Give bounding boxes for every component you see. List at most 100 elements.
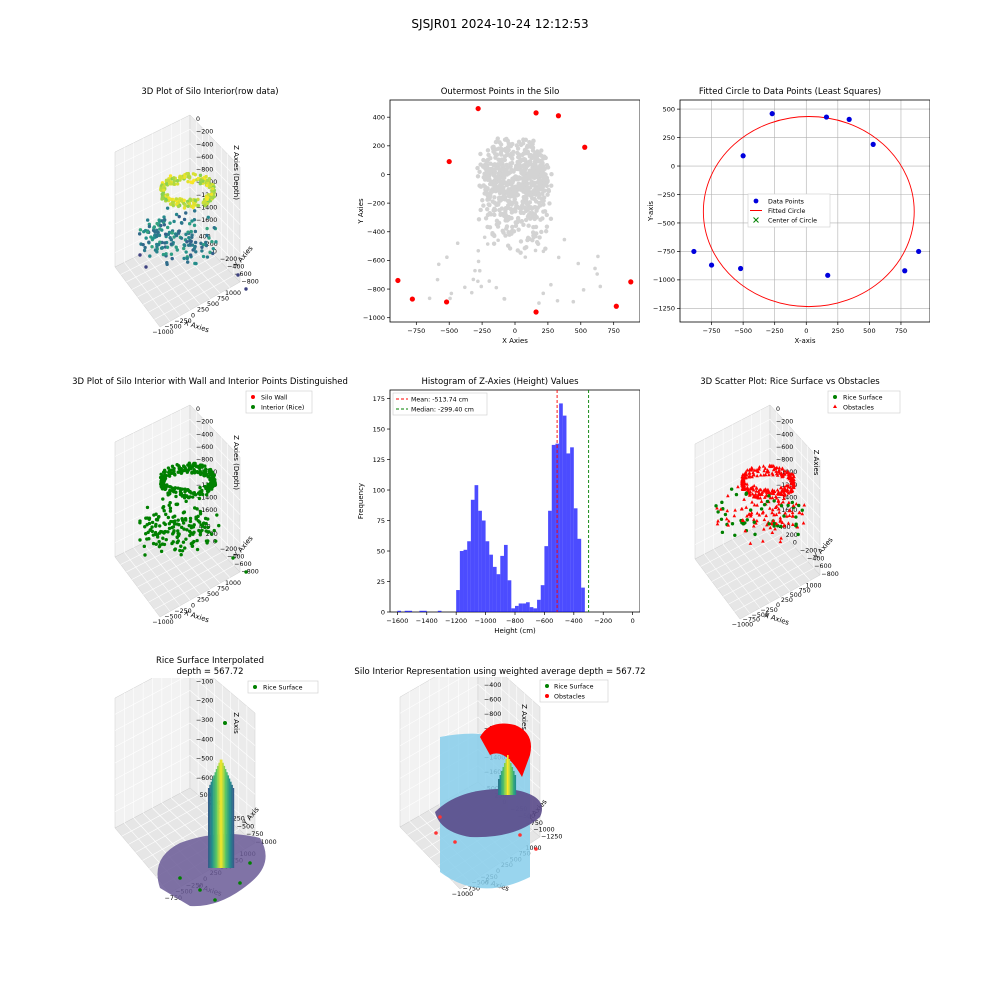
obstacle-point (750, 467, 755, 471)
chart-3d-wall-interior: −1000−500−25002505007501000−800−600−400−… (114, 390, 313, 626)
gray-point (537, 235, 542, 240)
x-tick-label: −500 (440, 327, 458, 335)
obstacle-point (777, 510, 782, 514)
obstacle-point (766, 490, 771, 495)
z-tick-label: 0 (196, 116, 200, 123)
y-tick-label: −600 (234, 561, 251, 568)
data-point (179, 525, 184, 530)
data-point (151, 236, 155, 240)
histogram-bar (529, 607, 534, 612)
z-tick-label: −1600 (196, 507, 217, 514)
gray-point (494, 285, 499, 290)
gray-point (549, 282, 553, 287)
data-point (151, 228, 156, 233)
obstacle-point (787, 473, 791, 477)
data-point (212, 225, 216, 230)
data-point (182, 217, 187, 222)
gray-point (522, 196, 527, 202)
data-point (195, 538, 199, 543)
rice-surface (435, 788, 542, 838)
data-point (738, 265, 744, 272)
data-point (160, 197, 164, 201)
gray-point (547, 201, 552, 206)
surface-strip (230, 781, 232, 868)
obstacle-point (757, 491, 761, 495)
obstacle-point (762, 495, 767, 499)
data-point (213, 478, 217, 482)
gray-point (492, 212, 497, 217)
grid-line (189, 706, 256, 762)
x-tick-label: −1000 (152, 329, 173, 336)
surface-strip (513, 771, 515, 795)
obstacle-point (782, 488, 787, 492)
gray-point (581, 288, 586, 292)
gray-point (499, 189, 505, 195)
grid-line (114, 419, 191, 457)
chart-title: Fitted Circle to Data Points (Least Squa… (698, 87, 882, 97)
data-point (203, 464, 207, 468)
gray-point (475, 174, 481, 179)
obstacle-point (724, 516, 729, 521)
obstacle-point (775, 473, 780, 477)
x-axis-label: Height (cm) (494, 627, 536, 635)
obstacle-point (752, 483, 756, 488)
x-axis-label: X Axies (183, 609, 210, 625)
surface-strip (510, 763, 512, 795)
gray-point (530, 145, 536, 150)
scatter-points (714, 463, 807, 545)
rice-point (748, 508, 753, 512)
x-tick-label: −500 (164, 324, 181, 331)
obstacle-point (765, 522, 769, 527)
data-point (204, 529, 208, 533)
rice-point (178, 876, 182, 880)
gray-point (463, 285, 467, 290)
data-point (173, 486, 178, 490)
data-point (231, 556, 235, 560)
grid-line (399, 716, 479, 763)
data-point (188, 253, 193, 257)
gray-point (548, 216, 554, 222)
gray-point (539, 199, 545, 204)
z-tick-label: −400 (776, 431, 793, 438)
data-point (846, 116, 852, 122)
gray-point (448, 296, 452, 301)
gray-point (593, 266, 597, 271)
data-point (206, 490, 210, 494)
gray-point (531, 166, 536, 171)
y-tick-label: −600 (814, 563, 831, 570)
data-point (207, 236, 211, 240)
rice-point (794, 515, 798, 519)
grid-line (477, 684, 541, 740)
data-point (162, 223, 167, 227)
gray-point (499, 179, 504, 184)
data-point (186, 179, 190, 184)
data-point (195, 507, 199, 511)
gray-point (485, 157, 491, 162)
y-tick-label: 0 (793, 540, 797, 547)
data-point (181, 521, 186, 525)
obstacle-point (776, 490, 781, 494)
obstacle-point (438, 815, 442, 819)
y-tick-label: 50 (377, 547, 385, 555)
x-tick-label: 1000 (526, 845, 542, 852)
obstacle-point (778, 539, 783, 544)
obstacle-point (733, 508, 737, 512)
data-point (197, 496, 202, 501)
data-point (166, 515, 171, 520)
chart-fitted-circle: −750 −500 −250 0 250 500 750 −1250 −1000 −750 −500… (647, 99, 930, 345)
gray-point (506, 141, 512, 146)
outer-point (628, 279, 634, 285)
data-point (160, 542, 165, 546)
data-point (150, 520, 155, 525)
data-point (171, 515, 175, 519)
z-tick-label: −200 (196, 419, 213, 426)
z-tick-label: −1400 (196, 494, 217, 501)
data-point (192, 209, 197, 213)
z-tick-label: −200 (196, 698, 213, 705)
gray-point (496, 171, 501, 177)
grid-line (114, 143, 191, 182)
data-point (159, 549, 164, 554)
legend-label: Obstacles (843, 404, 874, 411)
data-point (187, 236, 191, 240)
gray-point (541, 195, 547, 200)
